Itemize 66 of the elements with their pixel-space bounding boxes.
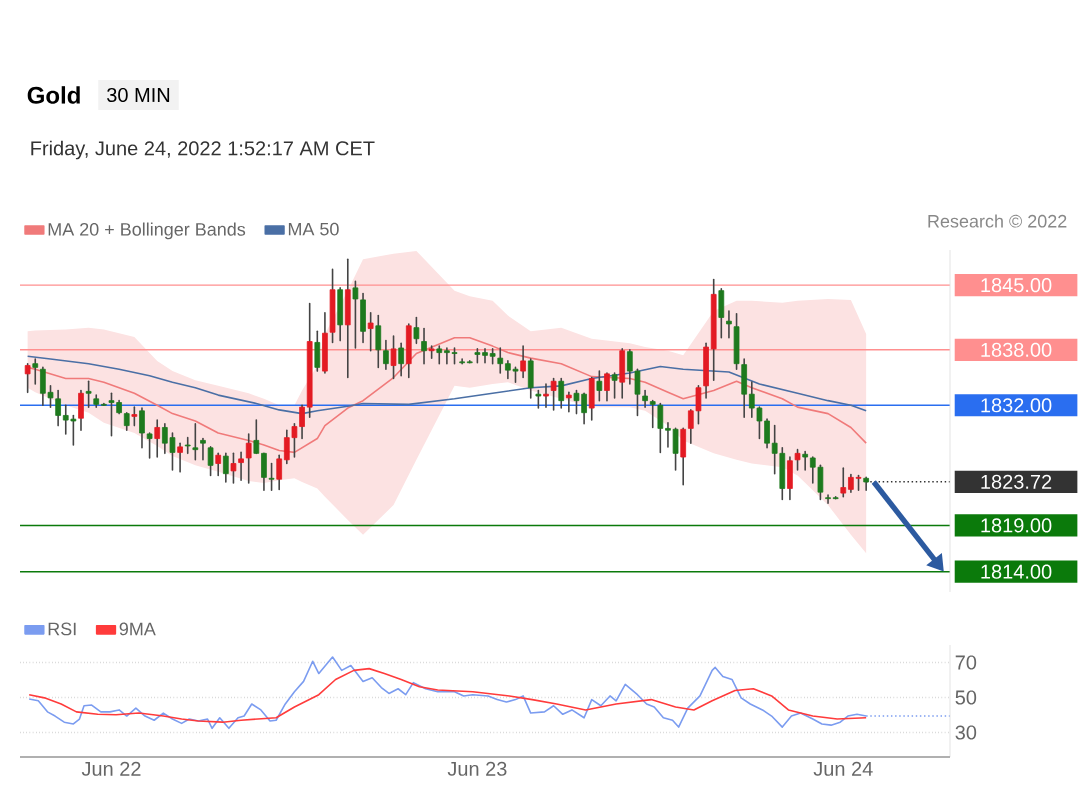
candlestick [253, 419, 260, 455]
candlestick [200, 437, 206, 461]
candlestick [207, 446, 214, 477]
candlestick [520, 345, 526, 379]
candlestick [802, 450, 808, 471]
candlestick [177, 442, 183, 473]
candlestick [726, 310, 732, 339]
candlestick [276, 454, 283, 491]
legend-label: MA 20 + Bollinger Bands [48, 222, 246, 240]
candlestick [459, 358, 465, 365]
candlestick [649, 399, 656, 429]
y-tick-label: 1819.00 [981, 518, 1052, 533]
candlestick [436, 345, 443, 365]
candlestick [32, 358, 39, 385]
candlestick [413, 316, 420, 345]
candlestick [24, 362, 31, 394]
candlestick [245, 433, 252, 484]
candlestick [390, 335, 397, 380]
candlestick [566, 391, 572, 413]
legend-label: RSI [48, 622, 76, 636]
x-tick-label: Jun 23 [447, 761, 507, 776]
candlestick [840, 467, 847, 498]
candlestick [596, 370, 603, 402]
candlestick [146, 432, 153, 459]
candlestick [383, 339, 389, 371]
candlestick [398, 342, 404, 377]
y-tick-label: 1845.00 [981, 278, 1052, 293]
candlestick [230, 452, 237, 484]
candlestick [825, 494, 831, 505]
y-tick-label: 1823.72 [981, 474, 1052, 489]
x-tick-label: Jun 24 [813, 761, 873, 776]
candlestick [482, 348, 488, 364]
y-tick-label: 1838.00 [981, 342, 1052, 357]
candlestick [238, 451, 244, 481]
candlestick [550, 377, 557, 411]
text: Research © 2022 [928, 214, 1067, 228]
candlestick [611, 372, 618, 399]
chart-title: Gold [27, 86, 80, 104]
legend-label: 9MA [119, 622, 156, 636]
legend-label: MA 50 [288, 222, 339, 236]
candlestick [268, 462, 275, 492]
y-tick-label: 1814.00 [981, 564, 1052, 579]
candlestick [139, 407, 145, 449]
x-tick-label: Jun 22 [81, 761, 141, 776]
candlestick [794, 448, 801, 471]
candlestick [558, 377, 565, 409]
candlestick [222, 452, 229, 483]
candlestick [184, 436, 191, 455]
candlestick [367, 312, 374, 352]
chart-subtitle: 30 MIN [107, 87, 170, 103]
candlestick [497, 347, 504, 374]
candlestick [85, 380, 92, 408]
candlestick [543, 383, 549, 408]
y-tick-label: 50 [955, 690, 977, 705]
candlestick [657, 402, 664, 454]
line-series [28, 667, 867, 723]
candlestick [131, 406, 138, 427]
y-tick-label: 70 [955, 655, 977, 670]
candlestick [421, 327, 427, 365]
candlestick [215, 452, 222, 477]
candlestick [192, 422, 199, 461]
y-tick-label: 30 [955, 725, 977, 740]
candlestick [154, 419, 161, 458]
y-tick-label: 1832.00 [981, 398, 1052, 413]
candlestick [604, 372, 610, 402]
text: Friday, June 24, 2022 1:52:17 AM CET [31, 140, 375, 160]
